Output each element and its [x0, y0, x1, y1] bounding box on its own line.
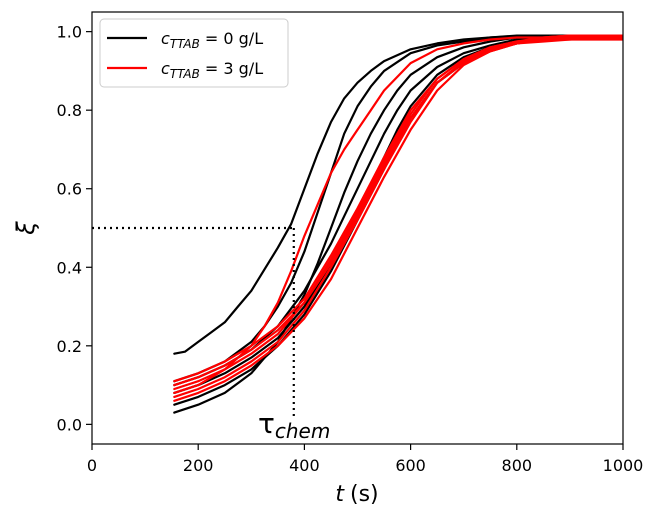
tau-symbol: τ — [258, 407, 275, 440]
y-tick-label: 1.0 — [57, 23, 82, 42]
series-line-6 — [173, 34, 623, 394]
legend-label-0: cTTAB = 0 g/L — [161, 29, 263, 51]
y-axis: 0.0 0.2 0.4 0.6 0.8 1.0 — [57, 23, 92, 434]
x-axis-label-var: t — [335, 482, 345, 505]
x-tick-label: 1000 — [603, 456, 644, 475]
legend: cTTAB = 0 g/L cTTAB = 3 g/L — [99, 18, 289, 88]
x-tick-label: 200 — [183, 456, 214, 475]
y-tick-label: 0.6 — [57, 180, 82, 199]
series-line-10 — [173, 38, 623, 402]
series-layer — [173, 34, 623, 414]
legend-label-1: cTTAB = 3 g/L — [161, 59, 263, 81]
tau-chem-annotation: τchem — [258, 407, 330, 443]
x-axis: 0 200 400 600 800 1000 — [87, 444, 643, 475]
tau-subscript: chem — [275, 419, 330, 443]
y-tick-label: 0.4 — [57, 258, 82, 277]
y-tick-label: 0.0 — [57, 415, 82, 434]
guide-layer — [92, 226, 295, 420]
x-axis-label-unit: (s) — [350, 482, 379, 505]
series-line-11 — [173, 36, 623, 383]
y-tick-label: 0.2 — [57, 337, 82, 356]
plot-frame — [91, 11, 624, 445]
x-axis-label: t (s) — [335, 482, 378, 505]
legend-box — [99, 18, 289, 88]
x-tick-label: 0 — [87, 456, 97, 475]
y-axis-label: ξ — [12, 221, 40, 236]
x-tick-label: 800 — [502, 456, 533, 475]
x-tick-label: 400 — [289, 456, 320, 475]
y-tick-label: 0.8 — [57, 101, 82, 120]
series-line-7 — [173, 34, 623, 391]
x-tick-label: 600 — [395, 456, 426, 475]
